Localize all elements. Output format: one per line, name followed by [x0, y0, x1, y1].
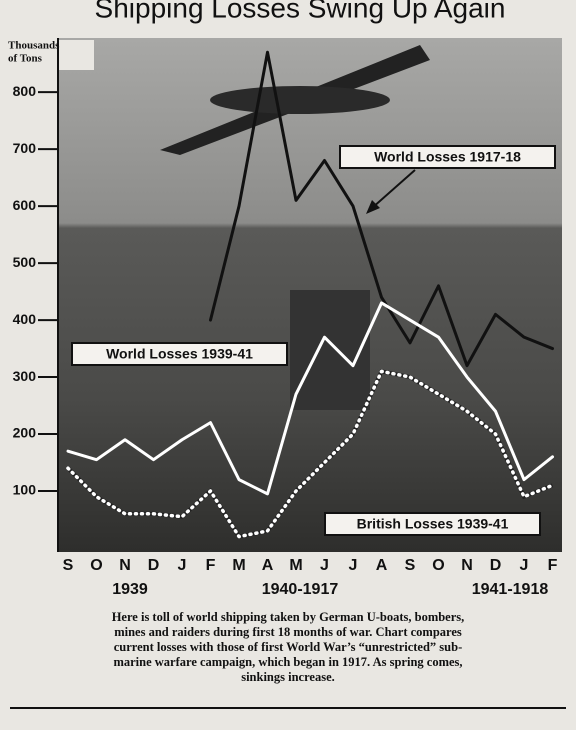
series-line: [66, 301, 554, 496]
series-line: [66, 369, 555, 539]
x-tick-label: N: [119, 557, 131, 574]
legend-label: British Losses 1939-41: [357, 516, 509, 532]
x-tick-label: O: [90, 557, 102, 574]
x-tick-label: J: [178, 557, 187, 574]
caption-line: sinkings increase.: [241, 670, 335, 684]
chart-title: Shipping Losses Swing Up Again: [95, 0, 506, 23]
x-tick-label: O: [432, 557, 444, 574]
legend-label: World Losses 1917-18: [374, 149, 521, 165]
ship-tower: [290, 290, 370, 410]
x-tick-label: F: [206, 557, 216, 574]
y-tick-label: 100: [13, 482, 37, 498]
y-tick-label: 400: [13, 311, 37, 327]
year-label: 1940-1917: [262, 581, 339, 598]
y-tick-label: 700: [13, 140, 37, 156]
caption-line: current losses with those of first World…: [114, 640, 462, 654]
y-tick-label: 800: [13, 83, 37, 99]
caption-line: mines and raiders during first 18 months…: [114, 625, 462, 639]
x-tick-label: D: [490, 557, 502, 574]
y-tick-label: 200: [13, 425, 37, 441]
x-tick-label: A: [262, 557, 274, 574]
axis-label-bg: [58, 40, 94, 70]
x-tick-label: M: [289, 557, 302, 574]
arrow-head: [366, 200, 380, 214]
legend-box: [324, 512, 541, 536]
x-tick-label: M: [232, 557, 245, 574]
caption-line: marine warfare campaign, which began in …: [113, 655, 462, 669]
year-label: 1941-1918: [472, 581, 549, 598]
plane-body: [210, 86, 390, 114]
y-tick-label: 600: [13, 197, 37, 213]
arrow: [371, 169, 416, 209]
year-label: 1939: [112, 581, 148, 598]
x-tick-label: F: [548, 557, 558, 574]
x-tick-label: A: [376, 557, 388, 574]
y-tick-label: 500: [13, 254, 37, 270]
series-line: [209, 50, 554, 368]
x-tick-label: D: [148, 557, 160, 574]
x-tick-label: N: [461, 557, 473, 574]
x-tick-label: J: [320, 557, 329, 574]
x-tick-label: J: [349, 557, 358, 574]
y-tick-label: 300: [13, 368, 37, 384]
x-tick-label: J: [520, 557, 529, 574]
caption-line: Here is toll of world shipping taken by …: [112, 610, 465, 624]
x-tick-label: S: [63, 557, 74, 574]
x-tick-label: S: [405, 557, 416, 574]
y-axis-label: of Tons: [8, 53, 43, 65]
legend-label: World Losses 1939-41: [106, 346, 253, 362]
legend-box: [339, 145, 556, 169]
y-axis-label: Thousands: [8, 40, 60, 52]
legend-box: [71, 342, 288, 366]
